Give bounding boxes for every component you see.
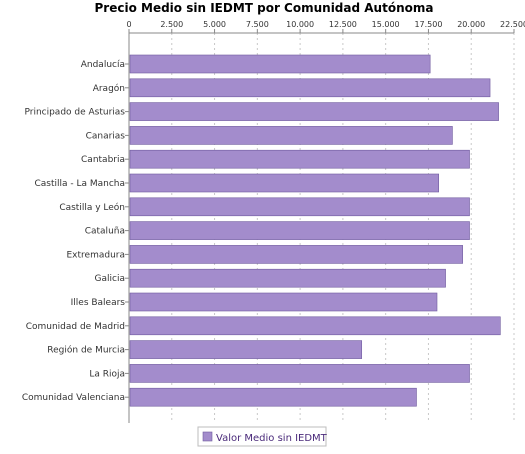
bar[interactable]: [129, 245, 463, 264]
category-label: Canarias: [86, 131, 126, 141]
legend: Valor Medio sin IEDMT: [197, 426, 328, 447]
category-label: Aragón: [93, 83, 125, 94]
category-label: Extremadura: [67, 250, 126, 260]
category-label: Comunidad de Madrid: [26, 322, 125, 332]
x-tick-label: 0: [126, 20, 131, 29]
x-tick-label: 5.000: [203, 20, 226, 29]
x-tick-label: 17.500: [414, 20, 442, 29]
x-tick-labels: 0 2.500 5.000 7.500 10.000 12.500 15.000 17.500…: [126, 20, 525, 29]
category-label: Principado de Asturias: [24, 108, 125, 118]
bar[interactable]: [129, 197, 470, 217]
bar[interactable]: [129, 149, 470, 169]
category-label: Andalucía: [81, 60, 125, 70]
x-tick-label: 2.500: [160, 20, 183, 29]
category-label: Región de Murcia: [47, 345, 125, 356]
x-tick-label: 15.000: [372, 20, 400, 29]
x-tick-label: 12.500: [329, 20, 357, 29]
category-label: Comunidad Valenciana: [22, 393, 125, 403]
bar[interactable]: [129, 221, 470, 240]
category-label: Galicia: [95, 274, 125, 284]
bar[interactable]: [129, 292, 438, 312]
chart-title: Precio Medio sin IEDMT por Comunidad Aut…: [95, 1, 434, 15]
bar[interactable]: [129, 316, 501, 336]
category-label: Cantabria: [81, 155, 125, 165]
x-tick-label: 10.000: [286, 20, 314, 29]
bar[interactable]: [129, 102, 499, 121]
bar[interactable]: [129, 364, 470, 383]
bar[interactable]: [129, 268, 446, 288]
bar[interactable]: [129, 54, 431, 74]
bar[interactable]: [129, 387, 417, 407]
bar[interactable]: [129, 340, 363, 359]
legend-swatch: [202, 431, 213, 442]
x-tick-label: 20.000: [457, 20, 485, 29]
legend-box: [197, 426, 327, 447]
x-tick-label: 22.500: [500, 20, 525, 29]
bar[interactable]: [129, 78, 491, 98]
bars: [129, 54, 501, 407]
axes: [125, 29, 515, 423]
category-labels: Andalucía Aragón Principado de Asturias Can…: [22, 60, 125, 403]
category-label: Castilla y León: [59, 202, 125, 213]
category-label: Cataluña: [85, 227, 125, 237]
category-label: La Rioja: [89, 369, 125, 379]
bar[interactable]: [129, 126, 453, 145]
legend-label: Valor Medio sin IEDMT: [216, 433, 328, 444]
x-tick-label: 7.500: [246, 20, 269, 29]
category-label: Castilla - La Mancha: [34, 179, 125, 189]
category-label: Illes Balears: [71, 298, 126, 308]
bar[interactable]: [129, 173, 440, 193]
